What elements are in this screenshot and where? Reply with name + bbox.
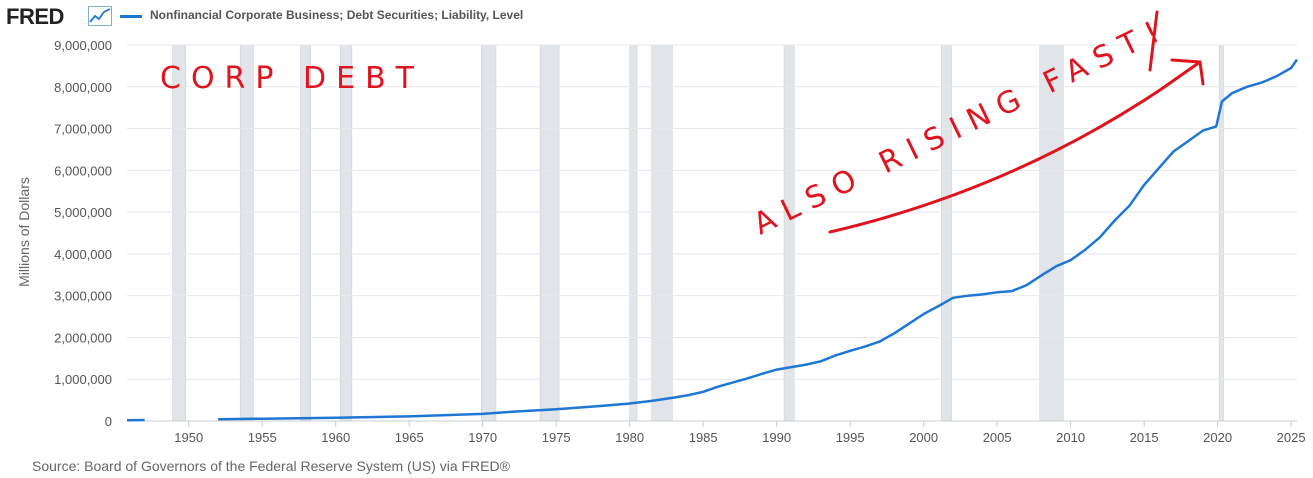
- x-tick-label: 2015: [1130, 430, 1159, 445]
- y-tick-label: 1,000,000: [54, 372, 112, 387]
- x-tick-label: 1995: [836, 430, 865, 445]
- series-line-segment-2[interactable]: [218, 58, 1299, 421]
- y-tick-label: 2,000,000: [54, 330, 112, 345]
- y-tick-label: 6,000,000: [54, 163, 112, 178]
- recession-band-3: [300, 44, 311, 422]
- x-tick-label: 1955: [248, 430, 277, 445]
- annotation-exclamation: [1148, 10, 1159, 72]
- y-tick-label: 7,000,000: [54, 122, 112, 137]
- y-tick-label: 4,000,000: [54, 247, 112, 262]
- y-tick-label: 0: [105, 414, 112, 429]
- annotation-arrowhead: [1170, 58, 1205, 86]
- recession-band-8: [651, 44, 673, 422]
- series-lines: [126, 58, 1299, 422]
- recession-bands: [172, 44, 1224, 422]
- annotation-corp-debt: CORP DEBT: [160, 61, 424, 96]
- recession-band-9: [783, 44, 795, 422]
- fred-logo[interactable]: FRED: [6, 4, 64, 29]
- recession-band-1: [172, 44, 187, 422]
- recession-band-2: [239, 44, 254, 422]
- x-tick-label: 1960: [321, 430, 350, 445]
- chart-header: FRED Nonfinancial Corporate Business; De…: [0, 0, 1313, 32]
- recession-band-6: [539, 44, 560, 422]
- source-note: Source: Board of Governors of the Federa…: [32, 458, 510, 474]
- annotation-rising-arrow: [828, 60, 1202, 234]
- fred-graph-icon: [88, 6, 112, 26]
- recession-band-7: [629, 44, 638, 422]
- x-tick-label: 2020: [1203, 430, 1232, 445]
- x-tick-label: 1985: [689, 430, 718, 445]
- x-tick-label: 1970: [468, 430, 497, 445]
- x-tick-label: 2005: [983, 430, 1012, 445]
- legend-swatch: [120, 15, 142, 18]
- x-tick-label: 1975: [542, 430, 571, 445]
- y-tick-label: 3,000,000: [54, 289, 112, 304]
- x-tick-label: 1965: [395, 430, 424, 445]
- gridlines: [127, 44, 1297, 380]
- y-tick-label: 8,000,000: [54, 80, 112, 95]
- x-tick-label: 1980: [615, 430, 644, 445]
- recession-band-4: [339, 44, 353, 422]
- recession-band-10: [941, 44, 952, 422]
- y-tick-label: 5,000,000: [54, 205, 112, 220]
- y-axis-ticks: 0 1,000,000 2,000,000 3,000,000 4,000,000 5,0…: [54, 38, 112, 429]
- recession-band-5: [480, 44, 497, 422]
- x-tick-label: 2025: [1277, 430, 1306, 445]
- x-tick-label: 2000: [909, 430, 938, 445]
- y-tick-label: 9,000,000: [54, 38, 112, 53]
- x-tick-label: 1990: [762, 430, 791, 445]
- x-tick-label: 1950: [174, 430, 203, 445]
- y-axis-label: Millions of Dollars: [16, 177, 32, 287]
- legend-series-label: Nonfinancial Corporate Business; Debt Se…: [150, 8, 524, 22]
- x-tick-label: 2010: [1056, 430, 1085, 445]
- x-axis-ticks: 1950 1955 1960 1965 1970 1975 1980 1985 1990 1995…: [174, 421, 1306, 445]
